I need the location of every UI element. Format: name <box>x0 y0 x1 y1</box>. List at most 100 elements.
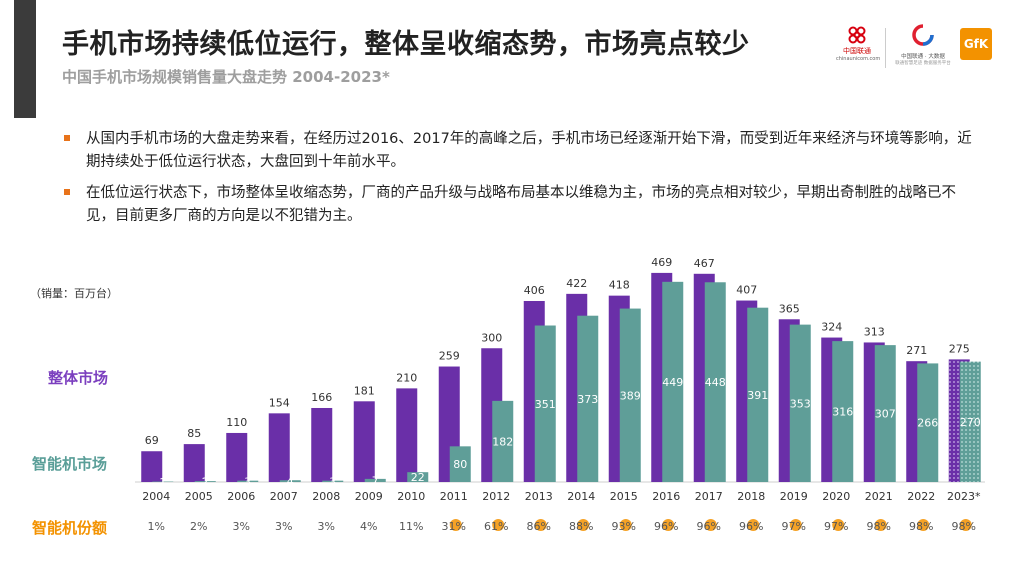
smart-value-label: 449 <box>662 376 683 389</box>
smart-value-label: 80 <box>453 458 467 471</box>
smart-market-label: 智能机市场 <box>32 455 108 473</box>
smart-bar <box>662 281 684 482</box>
x-tick-label: 2008 <box>312 490 340 503</box>
total-value-label: 166 <box>311 391 332 404</box>
share-value-label: 97% <box>782 520 806 533</box>
smart-value-label: 270 <box>960 416 981 429</box>
share-dot <box>874 519 887 531</box>
total-value-label: 259 <box>439 350 460 363</box>
smart-value-label: 7 <box>372 474 379 487</box>
share-dot <box>619 519 632 531</box>
page-title: 手机市场持续低位运行，整体呈收缩态势，市场亮点较少 <box>62 29 750 60</box>
share-dot <box>747 519 760 531</box>
smart-bar <box>237 480 259 482</box>
smart-value-label: 3 <box>329 475 336 488</box>
x-tick-label: 2007 <box>270 490 298 503</box>
smart-bar <box>577 315 599 482</box>
total-bar <box>141 451 163 482</box>
x-tick-label: 2017 <box>695 490 723 503</box>
share-value-label: 1% <box>148 520 165 533</box>
logo-group: 中国联通 chinaunicom.com 中国联通 · 大数据 联通智慧足迹 数… <box>836 24 996 74</box>
share-value-label: 98% <box>952 520 976 533</box>
share-dot <box>704 519 717 531</box>
share-value-label: 98% <box>867 520 891 533</box>
share-dot <box>492 519 505 531</box>
x-tick-label: 2022 <box>907 490 935 503</box>
smart-bar <box>874 345 896 482</box>
x-tick-label: 2015 <box>610 490 638 503</box>
x-tick-label: 2013 <box>525 490 553 503</box>
smart-value-label: 3 <box>244 475 251 488</box>
bullet-text: 在低位运行状态下，市场整体呈收缩态势，厂商的产品升级与战略布局基本以维稳为主，市… <box>86 185 956 224</box>
x-tick-label: 2006 <box>227 490 255 503</box>
share-dot <box>917 519 930 531</box>
smart-bar <box>194 481 216 482</box>
share-value-label: 97% <box>824 520 848 533</box>
share-value-label: 3% <box>275 520 292 533</box>
smart-bar <box>704 282 726 482</box>
share-value-label: 31% <box>442 520 466 533</box>
partner-swirl-icon <box>912 24 934 46</box>
total-bar <box>268 413 290 482</box>
total-value-label: 69 <box>145 434 159 447</box>
smart-value-label: 22 <box>411 471 425 484</box>
china-unicom-domain: chinaunicom.com <box>836 56 881 62</box>
share-value-label: 96% <box>697 520 721 533</box>
partner-line1: 中国联通 · 大数据 <box>901 54 945 60</box>
china-unicom-name: 中国联通 <box>843 47 871 55</box>
total-value-label: 271 <box>906 344 927 357</box>
total-value-label: 422 <box>566 277 587 290</box>
total-bar <box>396 388 418 482</box>
x-tick-label: 2018 <box>737 490 765 503</box>
header-accent-bar <box>14 0 36 118</box>
total-value-label: 406 <box>524 284 545 297</box>
smart-share-label: 智能机份额 <box>32 519 108 537</box>
total-value-label: 418 <box>609 279 630 292</box>
total-value-label: 85 <box>187 427 201 440</box>
x-tick-label: 2005 <box>185 490 213 503</box>
total-bar <box>226 432 248 482</box>
bullet-text: 从国内手机市场的大盘走势来看，在经历过2016、2017年的高峰之后，手机市场已… <box>86 131 972 170</box>
share-dot <box>959 519 972 531</box>
bullet-square-icon <box>64 135 70 141</box>
share-value-label: 96% <box>739 520 763 533</box>
share-dot <box>832 519 845 531</box>
unit-label: （销量：百万台） <box>30 287 118 300</box>
share-value-label: 2% <box>190 520 207 533</box>
total-value-label: 365 <box>779 302 800 315</box>
total-market-label: 整体市场 <box>48 369 109 387</box>
total-bar <box>353 401 375 482</box>
x-tick-label: 2012 <box>482 490 510 503</box>
bullet-item: 在低位运行状态下，市场整体呈收缩态势，厂商的产品升级与战略布局基本以维稳为主，市… <box>62 182 982 228</box>
share-value-label: 96% <box>654 520 678 533</box>
smart-value-label: 307 <box>875 408 896 421</box>
x-tick-label: 2014 <box>567 490 595 503</box>
total-value-label: 210 <box>396 371 417 384</box>
x-tick-label: 2019 <box>780 490 808 503</box>
share-dot <box>534 519 547 531</box>
smart-value-label: 448 <box>705 376 726 389</box>
total-value-label: 110 <box>226 416 247 429</box>
smart-value-label: 389 <box>620 389 641 402</box>
gfk-logo: GfK <box>960 28 992 60</box>
share-value-label: 86% <box>527 520 551 533</box>
smart-value-label: 316 <box>832 406 853 419</box>
smart-bar <box>917 363 939 482</box>
total-value-label: 275 <box>949 342 970 355</box>
logo-divider <box>885 28 886 68</box>
smart-bar <box>449 446 471 482</box>
x-tick-label: 2016 <box>652 490 680 503</box>
total-value-label: 313 <box>864 325 885 338</box>
smart-bar <box>364 478 386 482</box>
total-value-label: 407 <box>736 284 757 297</box>
share-value-label: 88% <box>569 520 593 533</box>
share-value-label: 3% <box>318 520 335 533</box>
china-unicom-knot-icon <box>848 26 866 44</box>
partner-line2: 联通智慧足迹 数据服务平台 <box>895 61 951 66</box>
total-bar <box>311 407 333 482</box>
share-value-label: 61% <box>484 520 508 533</box>
smart-bar <box>747 307 769 482</box>
total-value-label: 467 <box>694 257 715 270</box>
x-tick-label: 2010 <box>397 490 425 503</box>
